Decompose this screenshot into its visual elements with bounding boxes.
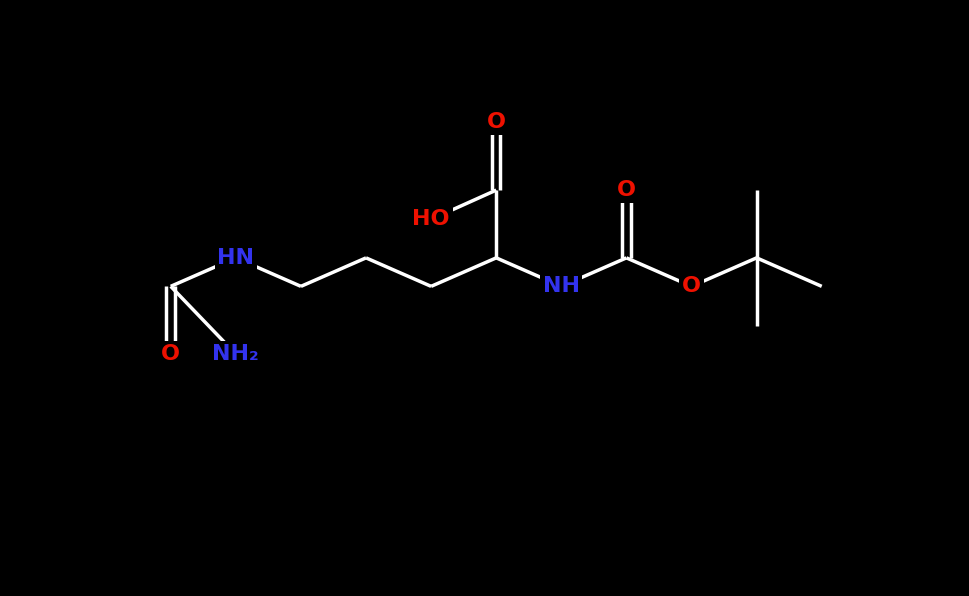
- Text: O: O: [617, 180, 636, 200]
- Text: HN: HN: [217, 248, 254, 268]
- Text: HO: HO: [413, 209, 450, 229]
- Text: O: O: [682, 277, 701, 296]
- Text: O: O: [161, 344, 180, 364]
- Text: O: O: [486, 112, 506, 132]
- Text: NH: NH: [543, 277, 579, 296]
- Text: NH₂: NH₂: [212, 344, 259, 364]
